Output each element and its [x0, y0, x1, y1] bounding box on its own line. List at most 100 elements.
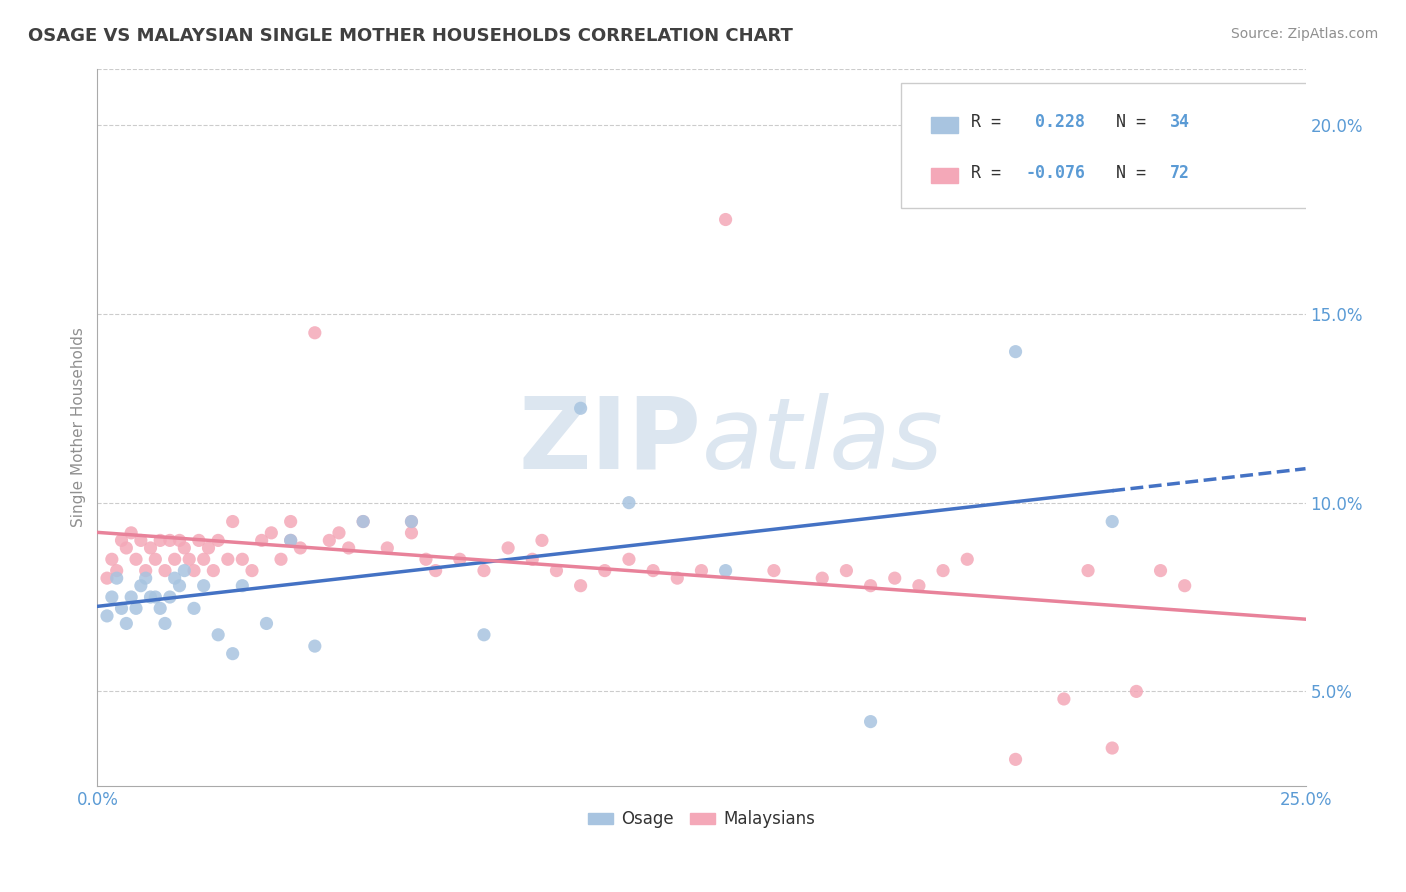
- Point: [120, 590, 142, 604]
- Point: [193, 579, 215, 593]
- Point: [762, 564, 785, 578]
- Text: OSAGE VS MALAYSIAN SINGLE MOTHER HOUSEHOLDS CORRELATION CHART: OSAGE VS MALAYSIAN SINGLE MOTHER HOUSEHO…: [28, 27, 793, 45]
- Point: [207, 533, 229, 548]
- Point: [352, 515, 374, 529]
- Point: [1053, 692, 1076, 706]
- Point: [129, 579, 152, 593]
- Point: [105, 564, 128, 578]
- Point: [835, 564, 858, 578]
- Point: [1149, 564, 1171, 578]
- Point: [120, 525, 142, 540]
- Text: 72: 72: [1170, 163, 1191, 182]
- Point: [173, 541, 195, 555]
- Point: [256, 616, 278, 631]
- Point: [250, 533, 273, 548]
- Point: [908, 579, 931, 593]
- Point: [231, 579, 253, 593]
- Point: [183, 601, 205, 615]
- Point: [169, 579, 191, 593]
- Point: [101, 552, 124, 566]
- Point: [472, 564, 495, 578]
- Point: [135, 564, 157, 578]
- Point: [202, 564, 225, 578]
- Point: [375, 541, 398, 555]
- Point: [101, 590, 124, 604]
- Point: [149, 533, 172, 548]
- Point: [143, 590, 166, 604]
- Point: [932, 564, 955, 578]
- Point: [811, 571, 834, 585]
- Point: [472, 628, 495, 642]
- Point: [139, 541, 162, 555]
- Point: [401, 515, 423, 529]
- Point: [149, 601, 172, 615]
- Text: -0.076: -0.076: [1025, 163, 1085, 182]
- Point: [129, 533, 152, 548]
- Point: [105, 571, 128, 585]
- Point: [115, 616, 138, 631]
- Point: [183, 564, 205, 578]
- Legend: Osage, Malaysians: Osage, Malaysians: [581, 804, 823, 835]
- Point: [270, 552, 292, 566]
- Point: [159, 533, 181, 548]
- Point: [217, 552, 239, 566]
- Point: [859, 714, 882, 729]
- Point: [1101, 515, 1123, 529]
- Point: [290, 541, 312, 555]
- Point: [169, 533, 191, 548]
- Point: [280, 515, 302, 529]
- Point: [187, 533, 209, 548]
- Point: [522, 552, 544, 566]
- Point: [304, 326, 326, 340]
- Point: [956, 552, 979, 566]
- Point: [643, 564, 665, 578]
- Point: [496, 541, 519, 555]
- Point: [1077, 564, 1099, 578]
- Point: [328, 525, 350, 540]
- Text: R =: R =: [972, 113, 1011, 131]
- Point: [110, 601, 132, 615]
- Point: [617, 496, 640, 510]
- Point: [1125, 684, 1147, 698]
- Point: [96, 571, 118, 585]
- Point: [1101, 741, 1123, 756]
- Text: ZIP: ZIP: [519, 393, 702, 490]
- Point: [280, 533, 302, 548]
- Point: [530, 533, 553, 548]
- Point: [714, 564, 737, 578]
- Text: R =: R =: [972, 163, 1011, 182]
- Point: [401, 525, 423, 540]
- Text: 34: 34: [1170, 113, 1191, 131]
- Point: [352, 515, 374, 529]
- Point: [125, 552, 148, 566]
- Bar: [931, 168, 957, 183]
- Point: [193, 552, 215, 566]
- Point: [280, 533, 302, 548]
- Point: [159, 590, 181, 604]
- FancyBboxPatch shape: [901, 83, 1317, 209]
- Point: [110, 533, 132, 548]
- Point: [139, 590, 162, 604]
- Point: [153, 564, 176, 578]
- Point: [240, 564, 263, 578]
- Point: [690, 564, 713, 578]
- Point: [666, 571, 689, 585]
- Point: [260, 525, 283, 540]
- Point: [617, 552, 640, 566]
- Point: [163, 552, 186, 566]
- Point: [425, 564, 447, 578]
- Point: [401, 515, 423, 529]
- Text: N =: N =: [1116, 163, 1156, 182]
- Point: [135, 571, 157, 585]
- Point: [883, 571, 905, 585]
- Y-axis label: Single Mother Households: Single Mother Households: [72, 327, 86, 527]
- Point: [125, 601, 148, 615]
- Point: [318, 533, 340, 548]
- Point: [221, 647, 243, 661]
- Point: [153, 616, 176, 631]
- Point: [197, 541, 219, 555]
- Point: [96, 608, 118, 623]
- Point: [143, 552, 166, 566]
- Point: [1004, 344, 1026, 359]
- Point: [714, 212, 737, 227]
